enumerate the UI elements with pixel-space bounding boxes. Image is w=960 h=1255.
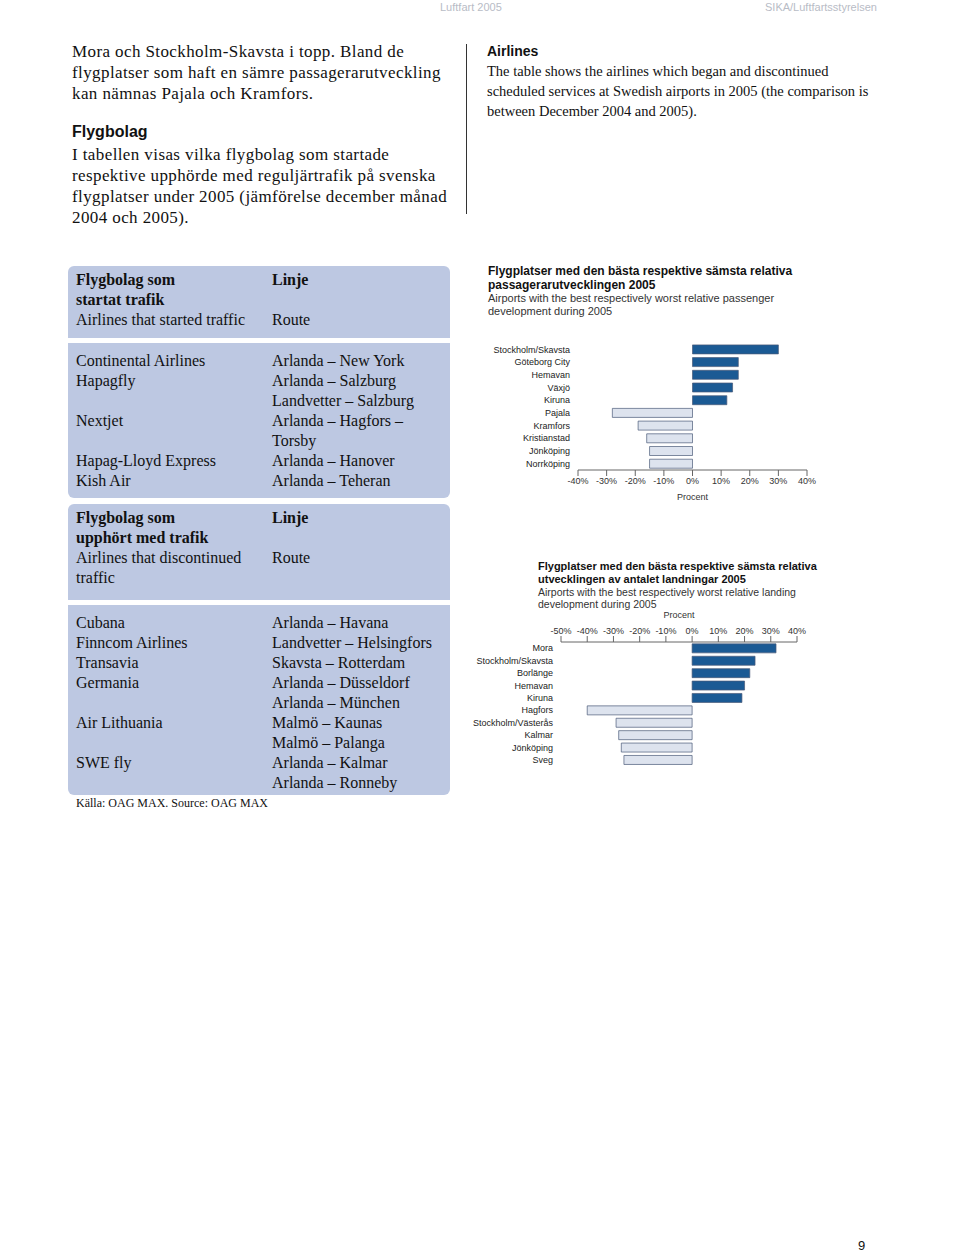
html-text:Air Lithuania: Air Lithuania (76, 714, 163, 731)
html-text:Torsby: Torsby (272, 432, 317, 449)
html-text:Malmö – Kaunas: Malmö – Kaunas (272, 714, 383, 731)
html-text:Arlanda – Hanover: Arlanda – Hanover (272, 452, 395, 469)
html-text:Airports with the best respect: Airports with the best respectively wors… (538, 586, 796, 610)
html-text:Route: Route (272, 549, 311, 566)
html-text:Luftfart 2005: Luftfart 2005 (440, 1, 502, 13)
html-text:Germania: Germania (76, 674, 140, 691)
html-text:Linje: Linje (272, 271, 309, 288)
svg-text:-40%: -40% (577, 626, 598, 636)
html-text:Arlanda – Salzburg: Arlanda – Salzburg (272, 372, 397, 389)
svg-text:Jönköping: Jönköping (512, 743, 553, 753)
html-text:Airports with the best respect: Airports with the best respectively wors… (488, 292, 775, 317)
svg-text:-30%: -30% (596, 476, 617, 486)
html-text:Arlanda – Ronneby: Arlanda – Ronneby (272, 774, 398, 791)
svg-text:Sveg: Sveg (532, 755, 553, 765)
svg-text:Kiruna: Kiruna (527, 693, 553, 703)
html-text:Arlanda – Teheran: Arlanda – Teheran (272, 472, 391, 489)
svg-text:-40%: -40% (567, 476, 588, 486)
html-text:SWE fly: SWE fly (76, 754, 132, 771)
html-text:Flygbolag som: Flygbolag som (76, 509, 176, 526)
html-text:Route: Route (272, 311, 311, 328)
svg-text:Stockholm/Västerås: Stockholm/Västerås (473, 718, 554, 728)
html-text:I tabellen visas vilka flygbol: I tabellen visas vilka flygbolag som sta… (72, 145, 447, 227)
svg-text:Hemavan: Hemavan (514, 681, 553, 691)
html-text:The table shows the airlines w: The table shows the airlines which began… (487, 63, 869, 119)
html-text:Flygbolag: Flygbolag (72, 123, 148, 140)
svg-text:20%: 20% (741, 476, 759, 486)
svg-text:Borlänge: Borlänge (517, 668, 553, 678)
html-text:Flygplatser med den bästa resp: Flygplatser med den bästa respektive säm… (488, 264, 793, 292)
html-text:Airlines that started traffic: Airlines that started traffic (76, 311, 245, 328)
html-text:Malmö – Palanga: Malmö – Palanga (272, 734, 385, 751)
svg-text:Kristianstad: Kristianstad (523, 433, 570, 443)
svg-text:Hagfors: Hagfors (521, 705, 553, 715)
html-text:Flygplatser med den bästa resp: Flygplatser med den bästa respektive säm… (538, 560, 817, 585)
svg-text:Procent: Procent (663, 612, 695, 620)
html-text:upphört med trafik: upphört med trafik (76, 529, 209, 546)
html-text:Airlines that discontinued: Airlines that discontinued (76, 549, 242, 566)
svg-text:Stockholm/Skavsta: Stockholm/Skavsta (493, 345, 570, 355)
html-text:Arlanda – Kalmar: Arlanda – Kalmar (272, 754, 388, 771)
html-text:9: 9 (858, 1238, 866, 1253)
svg-text:-30%: -30% (603, 626, 624, 636)
svg-text:-20%: -20% (629, 626, 650, 636)
html-text:traffic: traffic (76, 569, 115, 586)
svg-text:-10%: -10% (653, 476, 674, 486)
svg-text:40%: 40% (798, 476, 816, 486)
html-text:Arlanda – New York: Arlanda – New York (272, 352, 405, 369)
html-text:Finncom Airlines: Finncom Airlines (76, 634, 188, 651)
svg-text:10%: 10% (712, 476, 730, 486)
svg-text:Kramfors: Kramfors (533, 421, 570, 431)
html-text:Hapag-Lloyd Express: Hapag-Lloyd Express (76, 452, 216, 469)
html-text:Arlanda – Hagfors –: Arlanda – Hagfors – (272, 412, 404, 429)
html-text:Landvetter – Helsingfors: Landvetter – Helsingfors (272, 634, 432, 651)
html-text:Flygbolag som: Flygbolag som (76, 271, 176, 288)
svg-text:-20%: -20% (625, 476, 646, 486)
html-text:Skavsta – Rotterdam: Skavsta – Rotterdam (272, 654, 406, 671)
svg-text:Norrköping: Norrköping (526, 459, 570, 469)
html-text:Airlines: Airlines (487, 43, 539, 59)
html-text:Continental Airlines: Continental Airlines (76, 352, 206, 369)
svg-text:40%: 40% (788, 626, 806, 636)
html-text:Mora och Stockholm-Skavsta i t: Mora och Stockholm-Skavsta i topp. Bland… (72, 42, 441, 103)
html-text:startat trafik: startat trafik (76, 291, 165, 308)
svg-text:Procent: Procent (677, 492, 709, 500)
svg-text:30%: 30% (762, 626, 780, 636)
svg-text:0%: 0% (686, 476, 699, 486)
html-text:SIKA/Luftfartsstyrelsen: SIKA/Luftfartsstyrelsen (765, 1, 877, 13)
svg-text:Göteborg City: Göteborg City (514, 357, 570, 367)
svg-text:10%: 10% (709, 626, 727, 636)
html-text:Transavia: Transavia (76, 654, 139, 671)
svg-text:Kiruna: Kiruna (544, 395, 570, 405)
html-text:Cubana: Cubana (76, 614, 125, 631)
html-text:Linje: Linje (272, 509, 309, 526)
svg-text:Jönköping: Jönköping (529, 446, 570, 456)
svg-text:20%: 20% (736, 626, 754, 636)
svg-text:Hemavan: Hemavan (531, 370, 570, 380)
svg-text:-50%: -50% (550, 626, 571, 636)
html-text:Arlanda – Düsseldorf: Arlanda – Düsseldorf (272, 674, 410, 691)
svg-text:-10%: -10% (655, 626, 676, 636)
svg-text:Kalmar: Kalmar (524, 730, 553, 740)
svg-text:Mora: Mora (532, 643, 553, 653)
html-text:Kish Air: Kish Air (76, 472, 131, 489)
html-text:Nextjet: Nextjet (76, 412, 124, 429)
html-text:Arlanda – Havana: Arlanda – Havana (272, 614, 389, 631)
html-text:Hapagfly: Hapagfly (76, 372, 136, 389)
svg-text:Växjö: Växjö (547, 383, 570, 393)
svg-text:0%: 0% (686, 626, 699, 636)
svg-text:Stockholm/Skavsta: Stockholm/Skavsta (476, 656, 553, 666)
svg-text:Pajala: Pajala (545, 408, 570, 418)
html-text:Källa: OAG MAX. Source: OAG MA: Källa: OAG MAX. Source: OAG MAX (76, 796, 268, 810)
html-text:Arlanda – München: Arlanda – München (272, 694, 400, 711)
svg-text:30%: 30% (769, 476, 787, 486)
html-text:Landvetter – Salzburg: Landvetter – Salzburg (272, 392, 414, 409)
